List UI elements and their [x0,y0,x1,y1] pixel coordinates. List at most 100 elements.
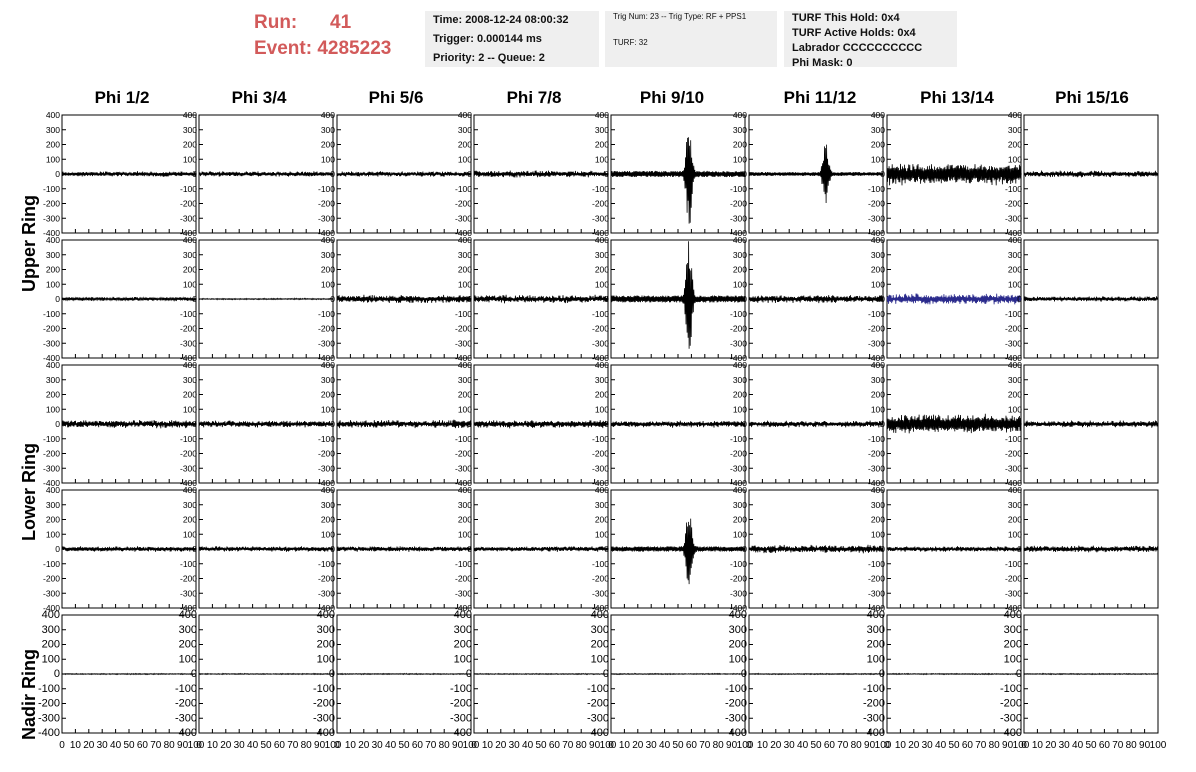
y-tick-label: 100 [871,279,885,289]
y-tick-label: 200 [42,639,60,651]
y-tick-label: -100 [318,184,335,194]
y-tick-label: 100 [46,529,60,539]
y-tick-label: -200 [318,324,335,334]
waveform-trace [198,546,334,552]
y-tick-label: -100 [592,434,609,444]
y-tick-label: 300 [1008,250,1022,260]
y-tick-label: -100 [1005,559,1022,569]
y-tick-label: -300 [450,712,472,724]
y-tick-label: 300 [1004,624,1022,636]
y-tick-label: -300 [868,213,885,223]
y-tick-label: -300 [592,213,609,223]
y-tick-label: -300 [318,213,335,223]
run-event-title: Run: 41 Event: 4285223 [254,10,391,62]
y-tick-label: 100 [321,404,335,414]
y-tick-label: 0 [880,544,885,554]
waveform-panel: 400 300 200 100 0 -100 -200 -300 -400 [180,360,334,488]
waveform-trace [1023,672,1159,676]
waveform-trace [748,144,884,204]
y-tick-label: -100 [868,434,885,444]
waveform-panel: 400 300 200 100 0 -100 -200 -300 -400 [455,360,609,488]
y-tick-label: -100 [180,434,197,444]
y-tick-label: 0 [55,294,60,304]
y-tick-label: 0 [55,419,60,429]
x-tick-label: 30 [509,740,521,751]
y-tick-label: -300 [180,463,197,473]
x-tick-label: 80 [439,740,451,751]
y-tick-label: -100 [43,184,60,194]
y-tick-label: -200 [592,324,609,334]
y-tick-label: 100 [733,154,747,164]
waveform-trace [61,672,197,676]
y-tick-label: 200 [871,265,885,275]
x-tick-label: 100 [737,740,754,751]
y-tick-label: -100 [318,434,335,444]
y-tick-label: 0 [54,668,60,680]
waveform-panel: 400 300 200 100 0 -100 -200 -300 -400 [1005,360,1159,488]
y-tick-label: 100 [458,529,472,539]
x-tick-label: 40 [385,740,397,751]
waveform-panel: 400 300 200 100 0 -100 -200 -300 -400 [868,360,1022,488]
y-tick-label: 200 [733,515,747,525]
y-tick-label: 0 [330,544,335,554]
x-tick-label: 70 [150,740,162,751]
y-tick-label: 100 [321,279,335,289]
y-tick-label: -300 [43,588,60,598]
y-tick-label: -300 [730,588,747,598]
x-tick-label: 30 [372,740,384,751]
y-tick-label: 300 [1008,125,1022,135]
y-tick-label: -400 [455,478,472,488]
y-tick-label: 300 [183,500,197,510]
x-tick-label: 100 [463,740,480,751]
y-tick-label: -400 [730,478,747,488]
x-tick-label: 90 [726,740,738,751]
y-tick-label: -100 [318,559,335,569]
waveform-trace [336,171,472,177]
y-tick-label: 100 [733,279,747,289]
y-tick-label: -400 [868,603,885,613]
y-tick-label: -100 [180,184,197,194]
y-tick-label: -400 [455,603,472,613]
y-tick-label: -100 [450,683,472,695]
x-tick-label: 20 [495,740,507,751]
y-tick-label: -300 [175,712,197,724]
y-tick-label: -400 [725,727,747,739]
y-tick-label: 300 [458,250,472,260]
y-tick-label: 100 [733,529,747,539]
y-tick-label: 0 [192,294,197,304]
y-tick-label: -300 [318,588,335,598]
y-tick-label: 0 [466,668,472,680]
y-tick-label: 300 [871,250,885,260]
waveform-trace [473,546,609,552]
y-tick-label: 0 [467,294,472,304]
time-info-box: Time: 2008-12-24 08:00:32 Trigger: 0.000… [425,11,599,67]
waveform-trace [336,419,472,429]
y-tick-label: -200 [868,324,885,334]
waveform-trace [748,544,884,554]
waveform-trace [198,672,334,676]
y-tick-label: -300 [1005,338,1022,348]
turf-active-text: TURF Active Holds: 0x4 [792,27,916,39]
column-header-phi-11-12: Phi 11/12 [783,88,857,107]
waveform-trace [336,672,472,676]
x-tick-label: 90 [1002,740,1014,751]
x-tick-label: 10 [70,740,82,751]
y-tick-label: 0 [742,544,747,554]
y-tick-label: -300 [868,338,885,348]
y-tick-label: 400 [867,609,885,621]
y-tick-label: 300 [591,624,609,636]
y-tick-label: 200 [1008,265,1022,275]
x-tick-label: 20 [358,740,370,751]
column-header-phi-7-8: Phi 7/8 [506,88,562,107]
y-tick-label: 0 [604,169,609,179]
waveform-panel: 400 300 200 100 0 -100 -200 -300 -400 [450,609,609,739]
x-tick-label: 90 [589,740,601,751]
y-tick-label: 100 [867,653,885,665]
y-tick-label: 0 [330,419,335,429]
y-tick-label: 300 [1008,375,1022,385]
y-tick-label: 200 [595,140,609,150]
x-tick-label: 100 [188,740,205,751]
x-tick-label: 50 [810,740,822,751]
y-tick-label: 0 [330,169,335,179]
y-tick-label: -400 [180,353,197,363]
